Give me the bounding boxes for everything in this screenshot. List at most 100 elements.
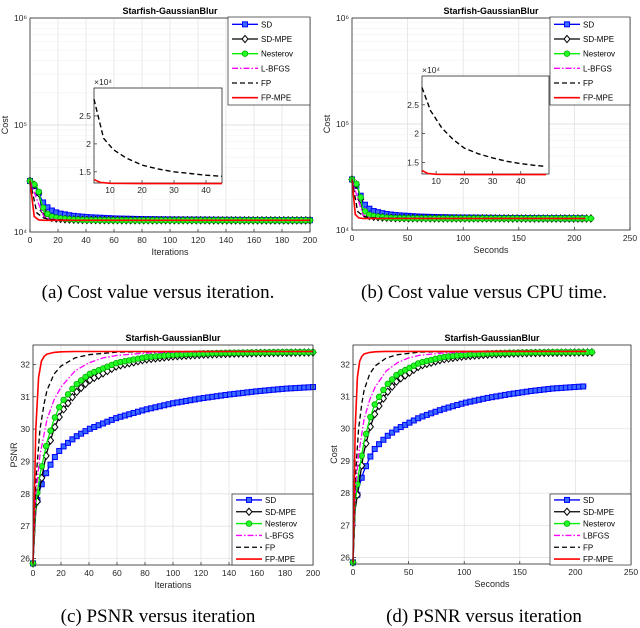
y-tick-label: 28 — [341, 488, 351, 498]
series-line — [32, 350, 313, 564]
x-tick-label: 20 — [53, 235, 63, 245]
axes-frame — [352, 344, 632, 565]
x-tick-label: 150 — [512, 233, 526, 243]
legend-label: FP — [265, 543, 275, 552]
x-tick-label: 120 — [194, 568, 208, 578]
legend-label: SD — [265, 496, 276, 505]
marker-circle — [362, 430, 370, 438]
marker-circle — [358, 452, 365, 459]
inset-series-line — [421, 87, 547, 168]
inset-plot: 10 20 30 40 1.5 2 2.5 ×10⁴ — [79, 77, 223, 195]
x-tick-label: 80 — [140, 568, 150, 578]
y-axis-label: PSNR — [9, 442, 19, 468]
chart-title: Starfish-GaussianBlur — [443, 6, 539, 16]
series-l-bfgs — [32, 350, 313, 564]
y-tick-label: 31 — [21, 392, 31, 402]
y-tick-label: 10⁶ — [14, 13, 27, 23]
inset-frame — [93, 87, 223, 184]
marker-square — [367, 453, 374, 460]
y-tick-label: 28 — [21, 489, 31, 499]
marker-circle — [384, 380, 391, 388]
legend-box — [549, 493, 632, 566]
x-tick-label: 250 — [623, 233, 637, 243]
series-fp-mpe — [29, 180, 310, 222]
marker-circle — [31, 181, 38, 188]
x-tick-label: 20 — [56, 568, 66, 578]
legend-entry: SD — [236, 496, 276, 505]
x-tick-label: 100 — [457, 567, 471, 577]
y-axis-label: Cost — [329, 445, 339, 464]
marker-circle — [375, 393, 383, 401]
inset-x-tick-label: 40 — [201, 185, 211, 195]
legend-entry: L-BFGS — [554, 64, 612, 73]
series-group — [29, 348, 317, 568]
x-tick-label: 50 — [404, 567, 414, 577]
marker-circle — [371, 401, 378, 408]
inset-y-tick-label: 2 — [414, 129, 419, 139]
inset-x-tick-label: 20 — [460, 176, 470, 186]
marker-circle — [64, 391, 72, 398]
x-tick-label: 80 — [137, 235, 147, 245]
legend-entry: SD — [554, 20, 594, 29]
legend-label: SD-MPE — [265, 508, 296, 517]
x-axis-label: Iterations — [151, 247, 189, 257]
y-tick-label: 10⁴ — [336, 225, 349, 235]
legend-label: SD — [583, 496, 594, 505]
marker-square — [389, 429, 396, 436]
x-tick-label: 200 — [303, 235, 317, 245]
x-tick-label: 100 — [166, 568, 180, 578]
legend-label: Nesterov — [583, 520, 615, 529]
marker-circle — [39, 204, 47, 211]
figure-caption: (a) Cost value versus iteration. — [42, 282, 275, 303]
marker-circle — [42, 442, 50, 450]
series-line — [352, 350, 587, 563]
legend: SD SD-MPE Nesterov L-BFGS FP FP-MPE — [231, 493, 314, 566]
inset-y-tick-label: 2.5 — [407, 100, 419, 110]
y-tick-label: 10⁶ — [336, 13, 349, 23]
marker-square — [358, 474, 365, 481]
chart-panel-3: 0 20 40 60 80 100 120 140 160 180 200 26 27 28 29 30 31 3… — [9, 333, 320, 627]
marker-circle — [38, 463, 45, 470]
inset-x-tick-label: 30 — [488, 176, 498, 186]
inset-series-line — [93, 99, 223, 177]
marker-square — [564, 496, 570, 503]
marker-circle — [361, 208, 369, 215]
series-line — [29, 180, 310, 222]
y-tick-label: 31 — [341, 392, 351, 402]
x-tick-label: 0 — [28, 235, 33, 245]
axes-frame — [351, 17, 631, 231]
legend-entry: FP-MPE — [236, 555, 295, 564]
legend-entry: FP — [232, 79, 271, 88]
series-line — [32, 350, 313, 564]
y-tick-label: 26 — [21, 554, 31, 564]
marker-square — [246, 496, 252, 503]
x-tick-label: 0 — [350, 233, 355, 243]
legend-label: L-BFGS — [583, 64, 612, 73]
y-tick-label: 26 — [341, 553, 351, 563]
series-fp-mpe — [351, 179, 586, 220]
x-tick-label: 40 — [84, 568, 94, 578]
marker-circle — [588, 348, 596, 356]
y-tick-label: 29 — [21, 456, 31, 466]
x-tick-label: 0 — [31, 568, 36, 578]
legend-entry: FP — [554, 79, 593, 88]
legend: SD SD-MPE Nesterov LBFGS FP FP-MPE — [549, 493, 632, 566]
inset-y-tick-label: 2.5 — [79, 111, 91, 121]
legend-entry: FP-MPE — [554, 555, 613, 564]
marker-circle — [35, 188, 42, 196]
series-line — [352, 350, 587, 563]
legend-entry: FP-MPE — [554, 94, 613, 103]
legend-entry: SD-MPE — [232, 34, 292, 44]
legend-entry: LBFGS — [554, 531, 609, 540]
x-tick-label: 40 — [81, 235, 91, 245]
marker-circle — [77, 377, 85, 384]
marker-square — [56, 447, 63, 454]
y-tick-label: 29 — [341, 456, 351, 466]
y-tick-label: 10⁴ — [14, 227, 27, 237]
legend-entry: L-BFGS — [232, 64, 290, 73]
marker-circle — [380, 386, 387, 394]
y-axis-label: Cost — [0, 115, 10, 134]
legend-label: FP — [261, 79, 271, 88]
axes-frame — [32, 344, 314, 566]
x-tick-label: 50 — [403, 233, 413, 243]
